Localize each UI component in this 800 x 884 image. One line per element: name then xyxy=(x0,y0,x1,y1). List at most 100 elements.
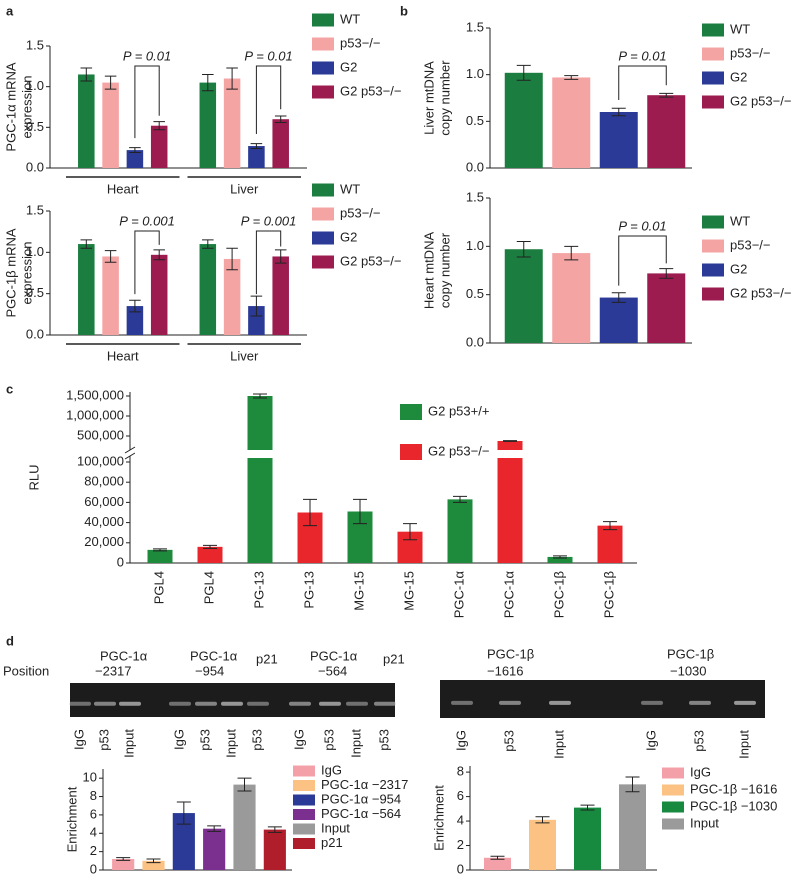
gel-band xyxy=(289,701,311,706)
legend-label: G2 p53+/+ xyxy=(428,403,489,418)
lane-label: p53 xyxy=(376,729,391,751)
gel-band xyxy=(221,701,243,706)
legend-swatch xyxy=(312,207,334,221)
y-axis-label: RLU xyxy=(26,464,41,490)
legend-label: PGC-1α −2317 xyxy=(321,777,408,792)
legend-label: G2 xyxy=(340,229,357,244)
lane-label: Input xyxy=(223,729,238,758)
legend-swatch xyxy=(293,765,315,777)
gel-band xyxy=(247,701,269,706)
x-tick-label: MG-15 xyxy=(401,571,416,611)
legend-swatch xyxy=(662,784,684,796)
y-axis-label: copy number xyxy=(437,60,452,136)
y-tick-label: 6 xyxy=(457,788,464,803)
axis-break xyxy=(124,452,136,460)
legend-label: G2 p53−/− xyxy=(428,443,489,458)
y-tick-label: 2 xyxy=(90,843,97,858)
legend-swatch xyxy=(702,71,724,85)
error-bar xyxy=(250,143,263,149)
gel-band xyxy=(451,700,473,705)
bracket xyxy=(134,230,160,295)
legend-label: WT xyxy=(340,11,360,26)
lane-label: IgG xyxy=(171,729,186,750)
error-bar xyxy=(516,241,531,258)
bar xyxy=(599,112,638,168)
gel-band xyxy=(346,701,368,706)
y-tick-label: 80,000 xyxy=(84,474,124,489)
bar xyxy=(233,784,256,870)
bracket xyxy=(618,65,667,100)
y-tick-label: 1.5 xyxy=(26,37,44,52)
error-bar xyxy=(659,268,674,279)
legend-label: IgG xyxy=(690,764,711,779)
lane-label: IgG xyxy=(291,729,306,750)
x-tick-label: PGC-1α xyxy=(451,571,466,619)
y-axis-label: Heart mtDNA xyxy=(421,232,436,310)
error-bar xyxy=(146,858,161,864)
annotation: P = 0.01 xyxy=(123,48,171,63)
lane-label: Input xyxy=(121,729,136,758)
gel-band xyxy=(641,700,663,705)
gel-header: −954 xyxy=(195,663,224,678)
gel-image xyxy=(70,683,395,717)
gel-header: −1030 xyxy=(670,663,707,678)
bar xyxy=(647,273,686,343)
y-tick-label: 1.0 xyxy=(26,78,44,93)
y-tick-label: 1.0 xyxy=(466,66,484,81)
bar xyxy=(172,813,195,870)
gel-band xyxy=(94,701,116,706)
error-bar xyxy=(237,777,252,792)
annotation: P = 0.001 xyxy=(241,213,297,228)
annotation: P = 0.01 xyxy=(618,218,666,233)
gel-header: PGC-1α xyxy=(190,648,238,663)
legend-swatch xyxy=(312,13,334,27)
y-axis-label: Enrichment xyxy=(64,786,79,852)
error-bar xyxy=(80,67,93,82)
error-bar xyxy=(153,121,165,131)
legend-swatch xyxy=(702,287,724,301)
error-bar xyxy=(104,75,117,90)
annotation: P = 0.001 xyxy=(119,213,175,228)
bar xyxy=(223,78,241,168)
gel-band xyxy=(69,701,91,706)
error-bar xyxy=(516,64,531,81)
gel-header: PGC-1α xyxy=(310,648,358,663)
bar xyxy=(484,857,511,870)
legend-label: p21 xyxy=(321,835,343,850)
x-tick-label: Heart xyxy=(107,348,139,363)
panel-label: a xyxy=(6,3,14,18)
x-tick-label: PGC-1α xyxy=(501,571,516,619)
y-axis-label: expression xyxy=(19,242,34,305)
legend-swatch xyxy=(312,183,334,197)
legend-swatch xyxy=(702,95,724,109)
y-axis-label: PGC-1β mRNA xyxy=(3,228,18,317)
gel-header: PGC-1β xyxy=(667,646,714,661)
gel-band xyxy=(374,701,396,706)
legend-label: G2 p53−/− xyxy=(340,83,401,98)
legend-label: IgG xyxy=(321,762,342,777)
y-tick-label: 0.5 xyxy=(466,286,484,301)
x-tick-label: Heart xyxy=(107,181,139,196)
legend-label: WT xyxy=(730,213,750,228)
error-bar xyxy=(564,245,579,261)
bar xyxy=(597,525,623,563)
lane-label: p53 xyxy=(197,729,212,751)
error-bar xyxy=(611,292,626,303)
legend-label: p53−/− xyxy=(730,237,771,252)
bar xyxy=(272,256,289,335)
bar xyxy=(78,244,95,335)
error-bar xyxy=(104,250,117,263)
lane-label: Input xyxy=(551,730,566,759)
panel-label: c xyxy=(6,381,13,396)
x-tick-label: PG-13 xyxy=(301,571,316,609)
y-tick-label: 0.0 xyxy=(466,159,484,174)
bar xyxy=(529,819,556,870)
error-bar xyxy=(202,73,214,92)
gel-header: p21 xyxy=(383,651,405,666)
bracket xyxy=(618,235,667,286)
y-tick-label: 40,000 xyxy=(84,514,124,529)
y-tick-label: 2 xyxy=(457,837,464,852)
y-tick-label: 1.5 xyxy=(466,189,484,204)
x-tick-label: PG-13 xyxy=(251,571,266,609)
